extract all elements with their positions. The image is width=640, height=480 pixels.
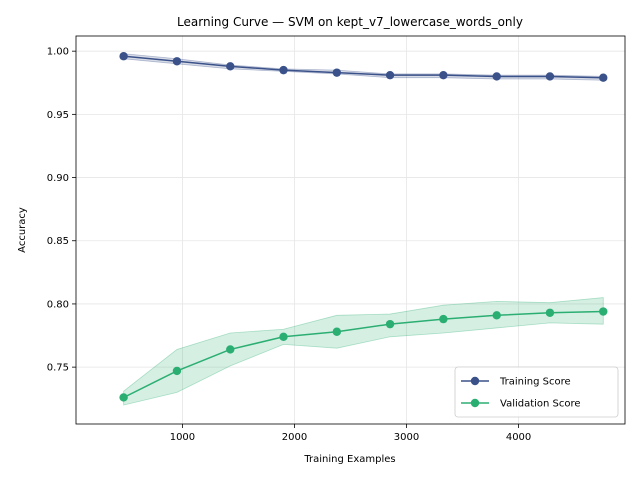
validation-score-band xyxy=(123,297,604,406)
y-axis-ticks: 0.75 0.80 0.85 0.90 0.95 1.00 xyxy=(47,47,76,374)
training-score-point xyxy=(279,65,288,75)
plot-frame xyxy=(75,35,626,425)
series-points xyxy=(119,52,608,402)
validation-score-point xyxy=(226,345,235,354)
validation-score-legend-label: Validation Score xyxy=(500,399,581,410)
validation-score-point xyxy=(545,308,555,317)
series-lines xyxy=(123,55,604,399)
legend-box xyxy=(454,366,619,418)
validation-score-point xyxy=(279,332,288,341)
y-tick-label: 0.95 xyxy=(47,110,69,121)
validation-score-point xyxy=(599,307,608,316)
validation-score-point xyxy=(439,314,448,324)
validation-score-point xyxy=(492,311,501,320)
x-tick-label: 2000 xyxy=(282,432,307,443)
y-tick-label: 0.90 xyxy=(47,173,69,184)
grid-lines xyxy=(76,36,625,424)
legend: Training Score Validation Score xyxy=(454,366,619,418)
x-tick-label: 4000 xyxy=(506,432,531,443)
validation-score-legend-marker xyxy=(470,398,480,408)
training-score-point xyxy=(332,68,342,77)
chart-title: Learning Curve — SVM on kept_v7_lowercas… xyxy=(177,15,523,29)
validation-score-point xyxy=(172,366,182,376)
training-score-point xyxy=(599,73,608,82)
training-score-line xyxy=(123,55,604,79)
training-score-legend-marker xyxy=(470,376,480,386)
validation-score-point xyxy=(119,393,128,402)
training-score-point xyxy=(492,72,501,81)
y-tick-label: 0.80 xyxy=(47,299,69,310)
y-tick-label: 1.00 xyxy=(47,47,69,58)
confidence-bands xyxy=(123,53,604,406)
training-score-point xyxy=(172,57,182,66)
training-score-point xyxy=(439,70,448,80)
training-score-legend-label: Training Score xyxy=(499,377,571,388)
validation-score-point xyxy=(332,327,342,336)
training-score-point xyxy=(385,70,395,80)
y-tick-label: 0.85 xyxy=(47,236,69,247)
x-tick-label: 3000 xyxy=(394,432,419,443)
training-score-point xyxy=(119,52,128,61)
validation-score-line xyxy=(123,310,604,399)
training-score-point xyxy=(545,72,555,81)
x-axis-label: Training Examples xyxy=(303,454,395,465)
y-tick-label: 0.75 xyxy=(47,363,69,374)
training-score-point xyxy=(226,62,235,71)
y-axis-label: Accuracy xyxy=(17,207,28,253)
x-tick-label: 1000 xyxy=(170,432,195,443)
x-axis-ticks: 1000 2000 3000 4000 xyxy=(170,424,531,443)
validation-score-point xyxy=(385,319,395,329)
